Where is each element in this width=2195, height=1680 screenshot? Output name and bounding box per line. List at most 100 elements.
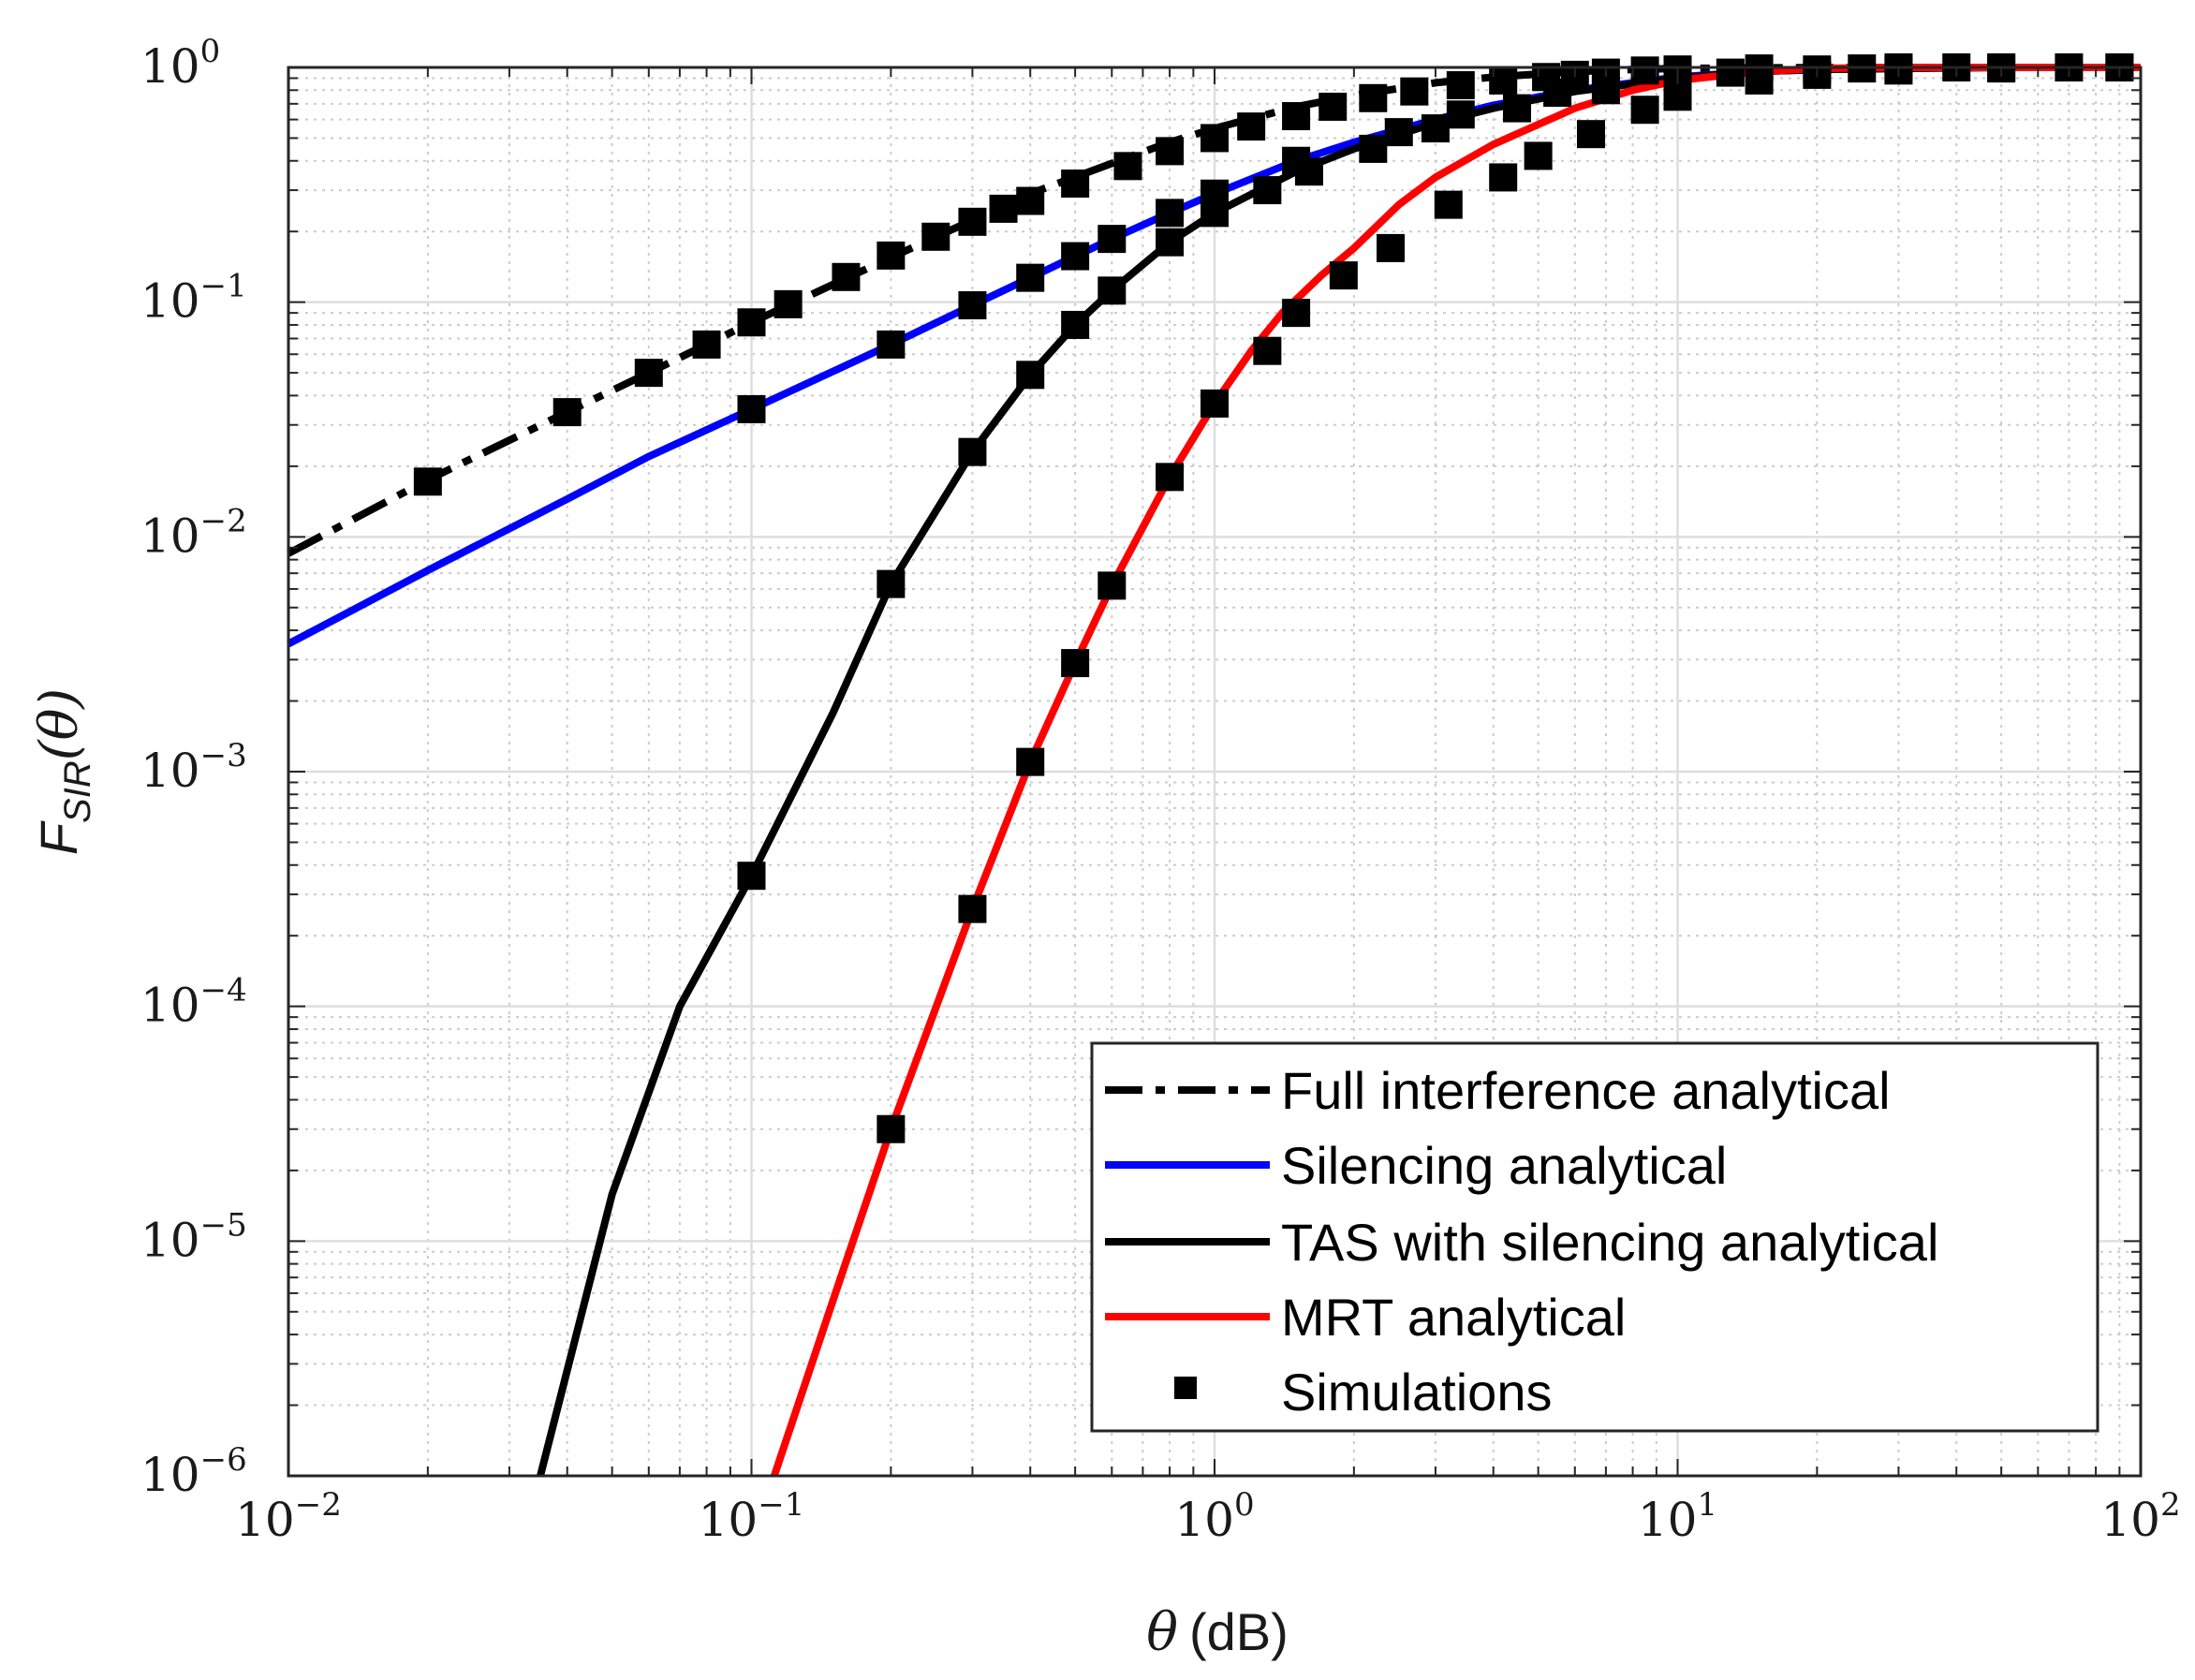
- simulation-marker: [1421, 114, 1450, 143]
- simulation-marker: [1156, 228, 1185, 257]
- tick-base: 10: [235, 1493, 295, 1547]
- y-tick-label: 10−1: [140, 268, 247, 329]
- y-tick-label: 10−5: [140, 1206, 247, 1267]
- simulation-marker: [737, 394, 766, 423]
- legend-box: [1090, 1041, 2099, 1433]
- tick-exponent: −2: [295, 1486, 342, 1524]
- simulation-marker: [1156, 463, 1185, 492]
- legend-label-simulations: Simulations: [1281, 1363, 1552, 1422]
- simulation-marker: [1663, 82, 1692, 111]
- y-tick-label: 100: [140, 33, 220, 94]
- simulation-marker: [877, 330, 906, 359]
- simulation-marker: [1359, 134, 1388, 163]
- tick-exponent: −5: [200, 1206, 247, 1244]
- simulation-marker: [1113, 152, 1142, 181]
- x-axis-unit: (dB): [1189, 1602, 1289, 1661]
- simulation-marker: [634, 359, 663, 388]
- simulation-marker: [877, 569, 906, 598]
- simulation-marker: [1201, 124, 1229, 153]
- simulation-marker: [1156, 199, 1185, 228]
- y-axis-main: F: [29, 820, 88, 855]
- simulation-marker: [1016, 263, 1045, 292]
- simulation-marker: [877, 1114, 906, 1143]
- simulation-marker: [1061, 649, 1090, 678]
- tick-exponent: −1: [200, 268, 247, 305]
- simulation-marker: [413, 467, 442, 496]
- tick-base: 10: [140, 508, 200, 563]
- y-tick-label: 10−4: [140, 972, 247, 1033]
- legend: Full interference analytical Silencing a…: [1090, 1041, 2099, 1433]
- simulation-marker: [1318, 92, 1348, 121]
- tick-base: 10: [140, 979, 200, 1033]
- legend-label-mrt: MRT analytical: [1281, 1288, 1626, 1347]
- simulation-marker: [1061, 169, 1090, 199]
- x-tick-labels: 10−2 10−1 100 101 102: [235, 1486, 2181, 1547]
- y-tick-label: 10−6: [140, 1441, 247, 1502]
- simulation-marker: [1384, 118, 1413, 147]
- simulation-marker: [1253, 176, 1282, 205]
- legend-label-silencing: Silencing analytical: [1281, 1136, 1727, 1195]
- simulation-marker: [958, 437, 987, 466]
- x-tick-label: 10−1: [699, 1486, 805, 1547]
- tick-base: 10: [2100, 1493, 2160, 1547]
- simulation-marker: [1446, 70, 1475, 99]
- tick-exponent: 0: [1234, 1486, 1255, 1524]
- tick-exponent: 1: [1697, 1486, 1717, 1524]
- simulation-marker: [773, 289, 803, 318]
- tick-base: 10: [140, 274, 200, 329]
- simulation-marker: [1591, 76, 1620, 105]
- simulation-marker: [1294, 157, 1323, 186]
- simulation-marker: [1576, 120, 1605, 149]
- simulation-marker: [1098, 276, 1127, 305]
- tick-exponent: −1: [758, 1486, 804, 1524]
- simulation-marker: [1253, 336, 1282, 365]
- simulation-marker: [958, 894, 987, 923]
- simulation-marker: [1016, 747, 1045, 776]
- y-axis-arg: (θ): [29, 688, 90, 760]
- y-axis-subscript: SIR: [57, 760, 98, 823]
- y-tick-label: 10−2: [140, 502, 247, 563]
- y-tick-label: 10−3: [140, 737, 247, 798]
- tick-base: 10: [140, 1448, 200, 1502]
- simulation-marker: [1377, 233, 1406, 262]
- simulation-marker: [958, 290, 987, 319]
- simulation-marker: [877, 241, 906, 270]
- simulation-marker: [692, 330, 721, 359]
- simulation-marker: [1489, 163, 1518, 192]
- tick-base: 10: [699, 1493, 759, 1547]
- simulation-marker: [1282, 102, 1311, 131]
- simulation-marker: [1098, 571, 1127, 600]
- tick-exponent: −6: [200, 1441, 247, 1479]
- simulation-marker: [921, 222, 950, 251]
- simulation-marker: [1282, 299, 1311, 328]
- tick-base: 10: [140, 744, 200, 798]
- simulation-marker: [1503, 94, 1532, 123]
- simulation-marker: [1359, 83, 1388, 112]
- x-tick-label: 102: [2100, 1486, 2180, 1547]
- simulation-marker: [1745, 66, 1774, 95]
- simulation-marker: [1237, 112, 1266, 141]
- legend-label-tas: TAS with silencing analytical: [1281, 1213, 1938, 1272]
- simulation-marker: [1156, 137, 1185, 166]
- tick-base: 10: [140, 1213, 200, 1267]
- y-axis-label: FSIR(θ): [29, 688, 98, 855]
- x-tick-label: 101: [1638, 1486, 1717, 1547]
- tick-base: 10: [1174, 1493, 1234, 1547]
- legend-label-full-interference: Full interference analytical: [1281, 1061, 1891, 1120]
- simulation-marker: [1098, 225, 1127, 254]
- simulation-marker: [989, 194, 1018, 223]
- x-axis-symbol: θ: [1146, 1602, 1178, 1663]
- simulation-marker: [1016, 186, 1045, 215]
- simulation-marker: [1016, 361, 1045, 390]
- simulation-marker: [1400, 77, 1429, 106]
- x-tick-label: 100: [1174, 1486, 1254, 1547]
- simulation-marker: [1201, 389, 1229, 418]
- tick-exponent: −2: [200, 502, 247, 539]
- simulation-marker: [1061, 310, 1090, 339]
- simulation-marker: [1446, 100, 1475, 129]
- simulation-marker: [552, 398, 582, 427]
- tick-exponent: 0: [200, 33, 221, 70]
- simulation-marker: [1630, 56, 1659, 85]
